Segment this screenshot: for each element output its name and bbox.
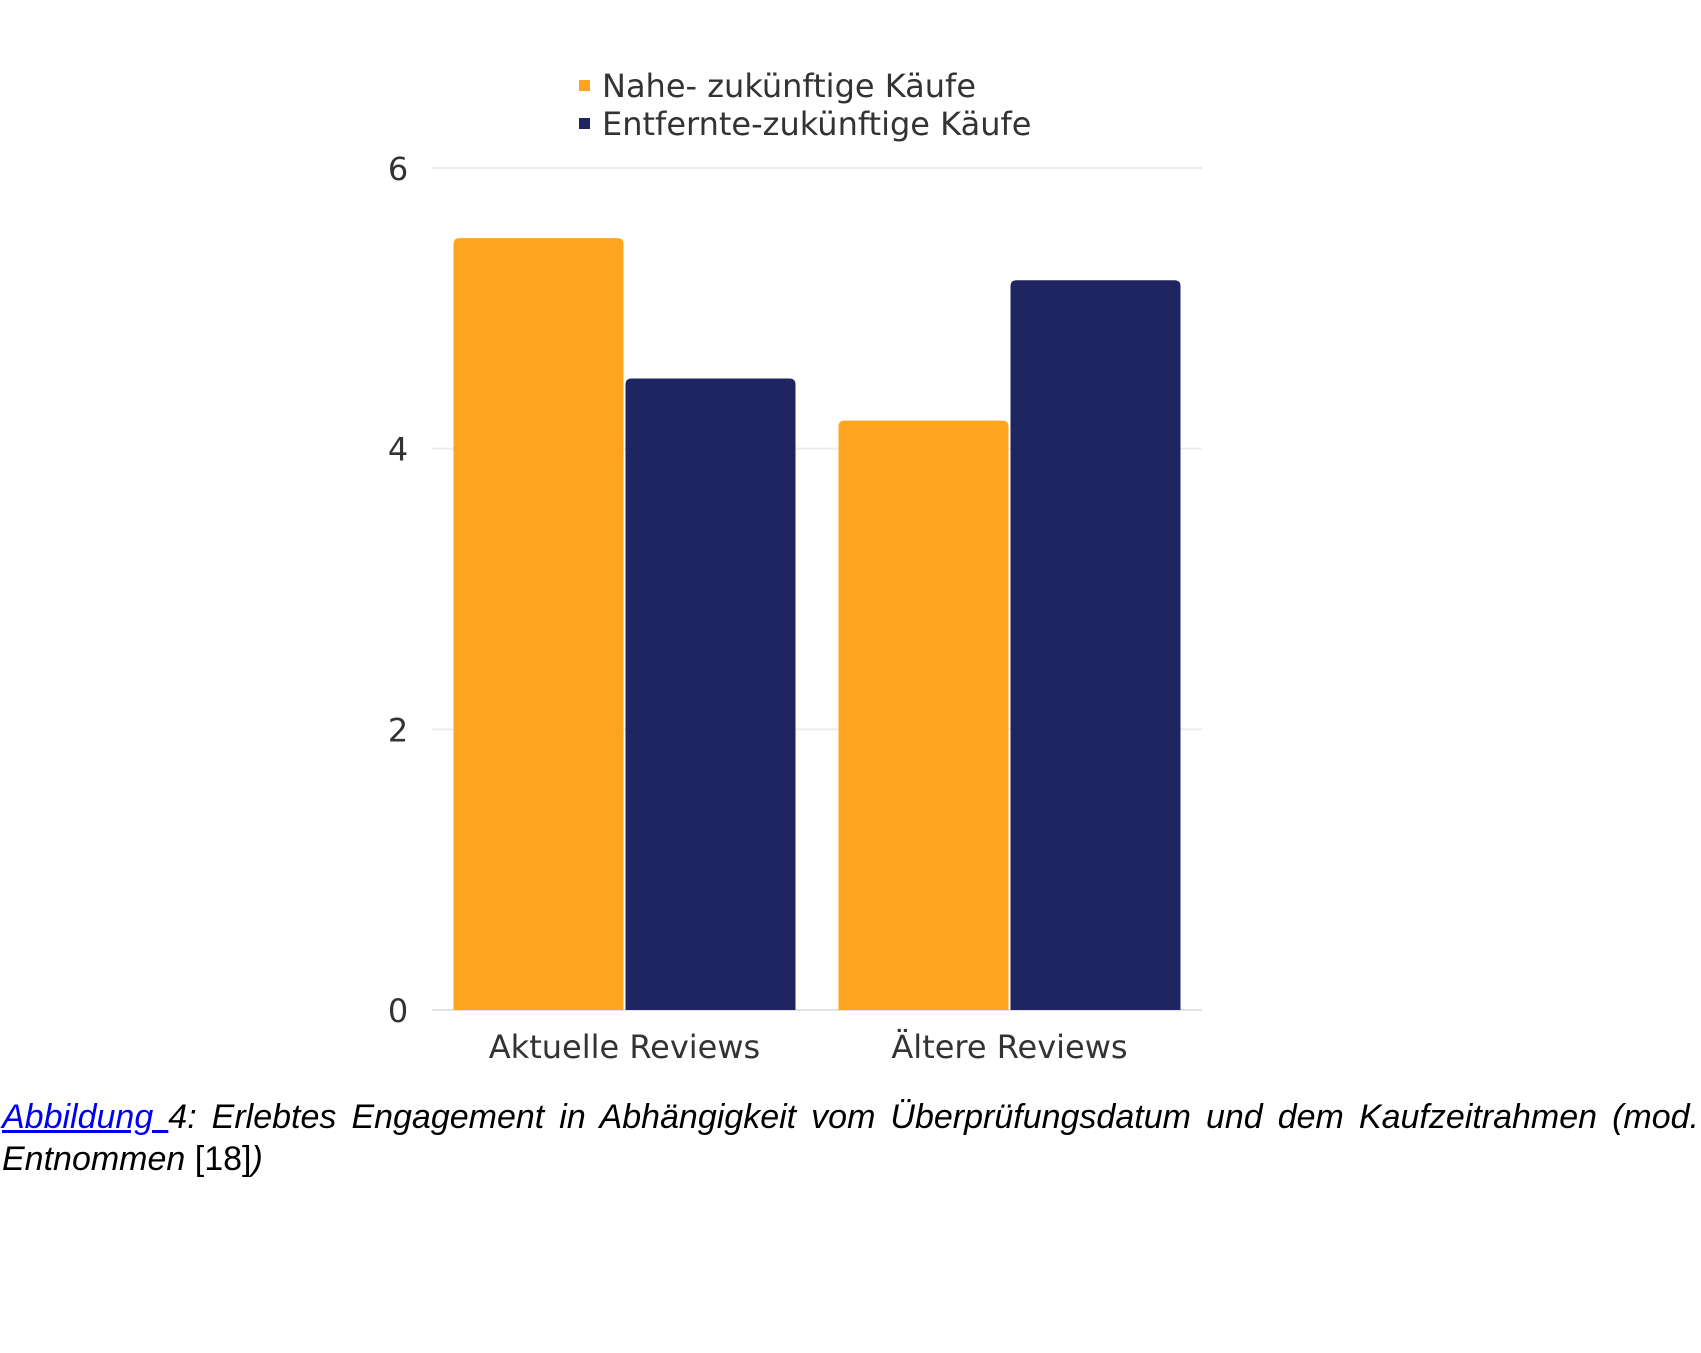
y-tick-label: 0 [388,992,408,1030]
x-tick-label: Ältere Reviews [891,1028,1127,1066]
caption-reference: [18] [194,1140,252,1178]
y-tick-label: 4 [388,431,408,469]
y-tick-label: 6 [388,150,408,188]
legend-swatch [579,80,590,91]
figure-caption: Abbildung 4: Erlebtes Engagement in Abhä… [2,1096,1699,1180]
caption-close: ) [251,1140,263,1178]
x-tick-label: Aktuelle Reviews [489,1028,760,1066]
legend-label: Entfernte-zukünftige Käufe [602,105,1031,143]
bar [1010,280,1181,1010]
bars [453,238,1181,1011]
bar [453,238,624,1010]
x-axis-ticks: Aktuelle Reviews Ältere Reviews [489,1028,1128,1066]
y-axis-ticks: 0 2 4 6 [388,150,408,1030]
legend: Nahe- zukünftige KäufeEntfernte-zukünfti… [579,67,1031,143]
bar [838,420,1009,1011]
legend-swatch [579,118,590,129]
y-tick-label: 2 [388,711,408,749]
figure-link[interactable]: Abbildung [2,1098,169,1136]
caption-text: 4: Erlebtes Engagement in Abhängigkeit v… [2,1098,1699,1178]
bar-chart: 0 2 4 6 Aktuelle Reviews Ältere Reviews Nahe… [388,67,1202,1066]
legend-label: Nahe- zukünftige Käufe [602,67,976,105]
bar [625,378,796,1010]
